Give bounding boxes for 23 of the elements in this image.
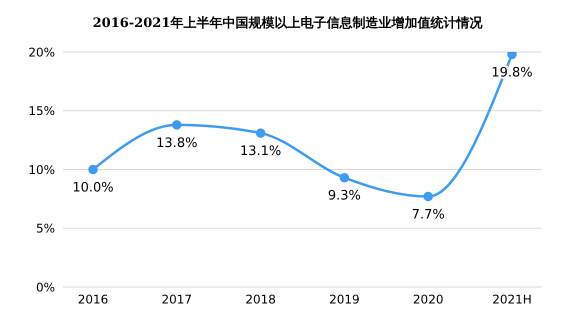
point [88,164,98,174]
y-tick-label: 20% [28,45,55,60]
x-tick-label: 2017 [162,292,192,307]
point [507,52,517,60]
chart-title: 2016-2021年上半年中国规模以上电子信息制造业增加值统计情况 [92,14,484,32]
x-tick-label: 2016 [78,292,108,307]
y-tick-label: 5% [36,222,55,236]
x-tick-label: 2020 [412,292,444,307]
x-tick-label: 2019 [329,292,360,307]
y-tick-label: 15% [28,104,55,118]
data-label: 13.1% [240,144,282,160]
data-label: 13.8% [156,136,198,151]
x-tick-label: 2021H [492,292,532,307]
data-label: 7.7% [412,208,445,223]
x-tick-label: 2018 [245,292,276,307]
y-tick-label: 0% [36,280,55,294]
data-label: 10.0% [72,180,114,196]
point [423,192,433,202]
point [172,120,182,130]
data-label: 9.3% [328,188,361,204]
point [256,128,266,138]
point [340,172,350,182]
y-tick-label: 10% [28,162,55,177]
